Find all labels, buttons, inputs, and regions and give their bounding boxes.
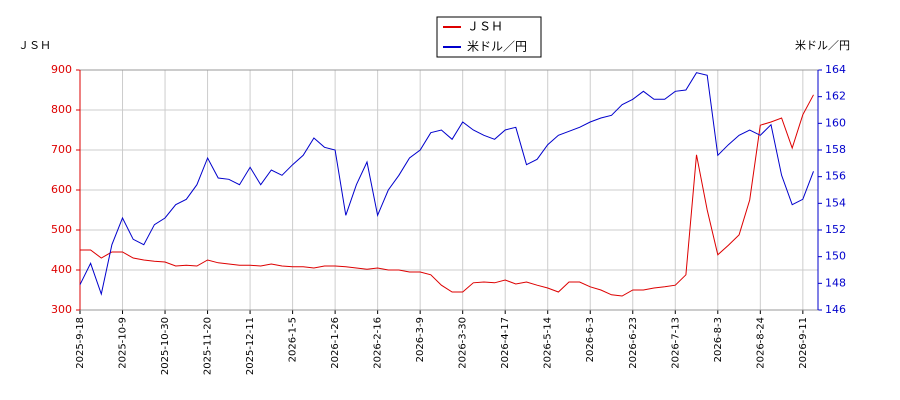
x-tick-label: 2026-7-13 <box>670 317 681 369</box>
y2-tick-label: 150 <box>825 250 846 263</box>
x-tick-label: 2025-10-9 <box>118 317 129 369</box>
y2-tick-label: 156 <box>825 170 846 183</box>
y-tick-label: 700 <box>51 143 72 156</box>
y2-tick-label: 162 <box>825 90 846 103</box>
series-line <box>80 94 814 297</box>
x-tick-label: 2026-8-24 <box>755 317 766 369</box>
legend-label: 米ドル／円 <box>467 40 527 54</box>
y-tick-label: 300 <box>51 303 72 316</box>
y2-tick-label: 146 <box>825 303 846 316</box>
x-tick-label: 2026-4-17 <box>500 317 511 369</box>
y2-tick-label: 148 <box>825 276 846 289</box>
y-tick-label: 500 <box>51 223 72 236</box>
x-tick-label: 2026-1-26 <box>330 317 341 369</box>
y-tick-label: 900 <box>51 63 72 76</box>
x-tick-label: 2026-1-5 <box>288 317 299 362</box>
y-axis-title: ＪＳＨ <box>18 39 51 52</box>
x-tick-label: 2026-9-11 <box>798 317 809 369</box>
x-tick-label: 2026-3-30 <box>458 317 469 369</box>
x-tick-label: 2026-6-23 <box>628 317 639 369</box>
x-tick-label: 2026-8-3 <box>713 317 724 362</box>
x-tick-label: 2026-3-9 <box>415 317 426 362</box>
y2-tick-label: 154 <box>825 196 846 209</box>
y2-tick-label: 164 <box>825 63 846 76</box>
y2-tick-label: 158 <box>825 143 846 156</box>
y-tick-label: 400 <box>51 263 72 276</box>
y2-tick-label: 152 <box>825 223 846 236</box>
x-tick-label: 2026-6-3 <box>585 317 596 362</box>
y-tick-label: 800 <box>51 103 72 116</box>
x-tick-label: 2025-10-30 <box>160 317 171 375</box>
x-tick-label: 2025-11-20 <box>203 317 214 375</box>
x-tick-label: 2025-9-18 <box>75 317 86 369</box>
series-line <box>79 72 814 296</box>
y2-axis-title: 米ドル／円 <box>795 39 850 52</box>
y-tick-label: 600 <box>51 183 72 196</box>
legend-label: ＪＳＨ <box>467 20 503 34</box>
x-tick-label: 2026-2-16 <box>373 317 384 369</box>
y2-tick-label: 160 <box>825 116 846 129</box>
x-tick-label: 2025-12-11 <box>245 317 256 375</box>
x-tick-label: 2026-5-14 <box>543 317 554 369</box>
legend-box <box>436 16 542 58</box>
